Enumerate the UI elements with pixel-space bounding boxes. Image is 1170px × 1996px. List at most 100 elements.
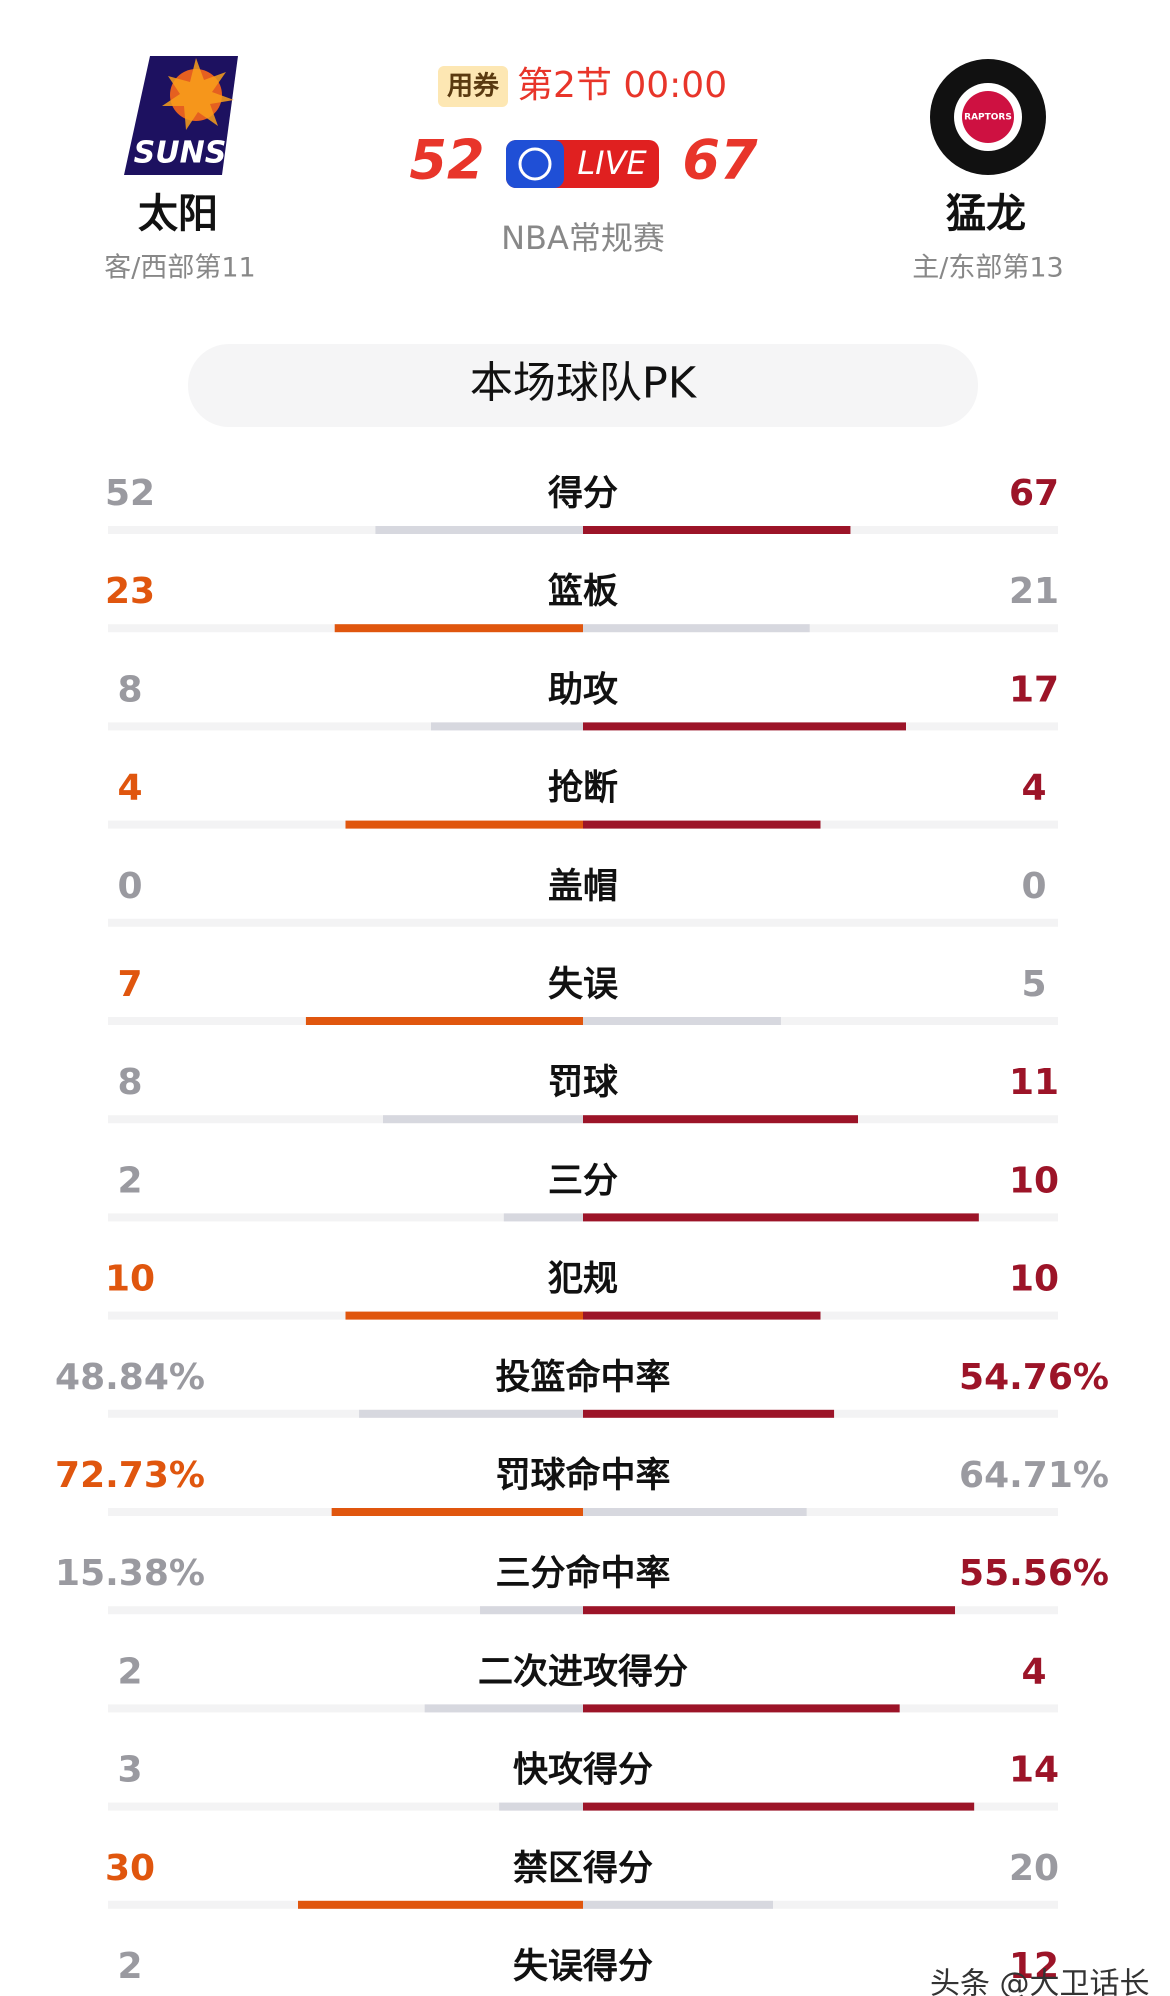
right-value: 17 — [1009, 669, 1059, 710]
away-score: 52 — [409, 129, 484, 192]
stat-label: 篮板 — [547, 572, 618, 612]
left-value: 15.38% — [55, 1553, 205, 1594]
left-bar — [383, 1115, 583, 1124]
right-value: 14 — [1009, 1750, 1059, 1791]
stat-label: 助攻 — [548, 670, 619, 710]
section-pill — [188, 344, 978, 427]
raptors-logo: RAPTORS — [930, 59, 1046, 175]
right-value: 10 — [1009, 1160, 1059, 1201]
team-info: 客/西部第11 — [104, 253, 255, 284]
right-bar — [583, 1311, 821, 1320]
left-value: 2 — [117, 1160, 142, 1201]
left-bar — [345, 820, 583, 829]
left-value: 2 — [117, 1651, 142, 1692]
team-info: 主/东部第13 — [912, 253, 1063, 284]
left-bar — [298, 1900, 583, 1909]
period: 第2节 00:00 — [517, 65, 727, 106]
right-value: 10 — [1009, 1259, 1059, 1300]
right-value: 54.76% — [959, 1357, 1109, 1398]
left-value: 30 — [105, 1848, 155, 1889]
stat-label: 罚球 — [548, 1063, 619, 1103]
coupon-badge[interactable] — [438, 66, 508, 107]
left-bar — [334, 624, 583, 633]
left-bar — [375, 526, 583, 534]
league: NBA常规赛 — [501, 219, 665, 257]
left-bar — [331, 1508, 583, 1516]
right-bar — [583, 526, 851, 534]
left-value: 52 — [105, 473, 155, 514]
right-value: 64.71% — [959, 1455, 1109, 1496]
bar-track — [108, 918, 1058, 927]
stat-label: 快攻得分 — [513, 1751, 653, 1791]
right-bar — [583, 820, 821, 829]
right-value: 5 — [1021, 964, 1046, 1005]
right-bar — [583, 1213, 979, 1222]
right-bar — [583, 1409, 835, 1418]
right-bar — [583, 624, 810, 633]
left-bar — [431, 722, 583, 731]
live-icon — [506, 140, 564, 188]
right-bar — [583, 1704, 900, 1713]
left-value: 23 — [105, 571, 155, 612]
left-value: 48.84% — [55, 1357, 205, 1398]
left-bar — [480, 1606, 583, 1615]
stat-label: 三分 — [548, 1161, 618, 1201]
left-bar — [305, 1017, 583, 1025]
coupon-text[interactable]: 用券 — [447, 72, 500, 102]
right-bar — [583, 1017, 781, 1025]
left-bar — [424, 1704, 583, 1713]
right-value: 4 — [1021, 1651, 1046, 1692]
section-title: 本场球队PK — [470, 359, 698, 409]
left-value: 8 — [117, 669, 142, 710]
left-bar — [359, 1409, 583, 1418]
right-bar — [583, 1900, 773, 1909]
right-value: 4 — [1021, 768, 1046, 809]
stat-label: 得分 — [547, 474, 618, 514]
stat-label: 犯规 — [548, 1260, 618, 1300]
stat-label: 投篮命中率 — [495, 1357, 670, 1398]
logo-text: RAPTORS — [964, 113, 1012, 123]
right-value: 67 — [1009, 473, 1059, 514]
stat-label: 失误得分 — [513, 1947, 653, 1987]
home-score: 67 — [682, 129, 758, 192]
left-value: 4 — [117, 768, 142, 809]
stat-label: 三分命中率 — [495, 1553, 670, 1594]
stat-label: 罚球命中率 — [495, 1455, 670, 1496]
left-value: 7 — [117, 964, 142, 1005]
left-value: 10 — [105, 1259, 155, 1300]
right-value: 55.56% — [959, 1553, 1109, 1594]
live-text[interactable]: LIVE — [577, 144, 647, 182]
team-name: 太阳 — [138, 191, 218, 237]
watermark: 头条 @大卫话长 — [930, 1967, 1150, 1996]
right-value: 12 — [1009, 1946, 1059, 1987]
right-value: 21 — [1009, 571, 1059, 612]
stat-label: 二次进攻得分 — [478, 1652, 688, 1692]
right-bar — [583, 1802, 975, 1811]
stat-label: 禁区得分 — [513, 1849, 653, 1889]
right-bar — [583, 1115, 858, 1124]
live-icon-ball — [518, 147, 552, 181]
team-name: 猛龙 — [946, 191, 1026, 237]
right-bar — [583, 1606, 956, 1615]
left-bar — [345, 1311, 583, 1320]
logo-text: SUNS — [134, 136, 227, 171]
stat-label: 抢断 — [548, 768, 618, 809]
stat-label: 失误 — [548, 965, 618, 1005]
suns-logo: SUNS — [124, 56, 238, 175]
left-value: 72.73% — [55, 1455, 205, 1496]
right-value: 0 — [1021, 866, 1046, 907]
left-value: 0 — [117, 866, 142, 907]
left-bar — [503, 1213, 583, 1222]
right-value: 20 — [1009, 1848, 1059, 1889]
right-bar — [583, 722, 906, 731]
left-value: 2 — [117, 1946, 142, 1987]
left-value: 8 — [117, 1062, 142, 1103]
stat-label: 盖帽 — [548, 867, 618, 907]
left-value: 3 — [117, 1750, 142, 1791]
left-bar — [499, 1802, 583, 1811]
right-value: 11 — [1009, 1062, 1059, 1103]
right-bar — [583, 1508, 807, 1516]
